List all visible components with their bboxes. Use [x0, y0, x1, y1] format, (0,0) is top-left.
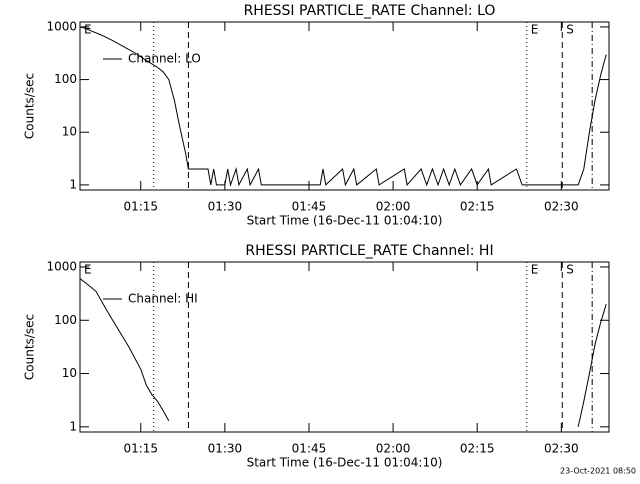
- y-tick-label: 1000: [46, 259, 77, 273]
- plot-frame: [79, 21, 610, 191]
- y-tick-label: 10: [62, 125, 77, 139]
- legend-label: Channel: LO: [128, 52, 201, 66]
- event-label: E: [84, 263, 92, 277]
- plot-frame: [79, 261, 610, 433]
- x-axis-label: Start Time (16-Dec-11 01:04:10): [247, 214, 443, 228]
- x-tick-label: 02:30: [544, 200, 579, 214]
- event-label: E: [531, 23, 539, 37]
- x-tick-label: 01:30: [208, 200, 243, 214]
- x-tick-label: 01:15: [123, 200, 158, 214]
- data-line: [79, 278, 607, 427]
- data-line: [79, 26, 607, 187]
- x-tick-label: 02:15: [460, 200, 495, 214]
- x-axis-label: Start Time (16-Dec-11 01:04:10): [247, 456, 443, 470]
- event-label: E: [531, 263, 539, 277]
- y-tick-label: 1000: [46, 19, 77, 33]
- legend-label: Channel: HI: [128, 292, 198, 306]
- y-axis-label: Counts/sec: [23, 73, 37, 139]
- footer-timestamp: 23-Oct-2021 08:50: [560, 467, 636, 476]
- event-label: S: [566, 263, 574, 277]
- y-tick-label: 100: [54, 72, 77, 86]
- x-tick-label: 02:00: [376, 200, 411, 214]
- x-tick-label: 02:30: [544, 442, 579, 456]
- y-tick-label: 100: [54, 313, 77, 327]
- x-tick-label: 01:30: [208, 442, 243, 456]
- y-tick-label: 1: [69, 419, 77, 433]
- x-tick-label: 01:45: [292, 200, 327, 214]
- y-tick-label: 1: [69, 177, 77, 191]
- x-tick-label: 01:45: [292, 442, 327, 456]
- chart-title: RHESSI PARTICLE_RATE Channel: HI: [245, 243, 493, 259]
- x-tick-label: 02:00: [376, 442, 411, 456]
- x-tick-label: 01:15: [123, 442, 158, 456]
- y-tick-label: 10: [62, 366, 77, 380]
- y-axis-label: Counts/sec: [23, 314, 37, 380]
- chart-title: RHESSI PARTICLE_RATE Channel: LO: [244, 3, 496, 19]
- event-label: S: [566, 23, 574, 37]
- x-tick-label: 02:15: [460, 442, 495, 456]
